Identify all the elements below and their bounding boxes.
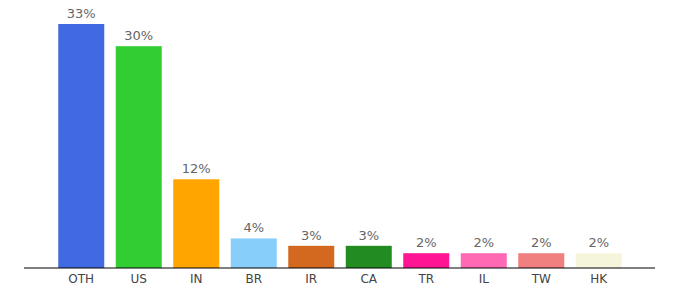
data-label: 2% [416,235,437,250]
bar [518,253,564,268]
data-label: 12% [182,161,211,176]
x-tick-label: IL [479,272,490,286]
x-tick-label: BR [245,272,262,286]
data-label: 2% [588,235,609,250]
bar [116,46,162,268]
bar [576,253,622,268]
data-label: 3% [301,228,322,243]
bar [288,246,334,268]
data-label: 4% [243,220,264,235]
x-tick-label: HK [590,272,608,286]
x-tick-label: TW [531,272,551,286]
data-label: 2% [531,235,552,250]
x-tick-label: IR [305,272,317,286]
bar [346,246,392,268]
bar [461,253,507,268]
bar [403,253,449,268]
x-tick-label: US [131,272,147,286]
data-label: 30% [124,28,153,43]
bar [231,238,277,268]
x-tick-label: CA [360,272,377,286]
x-axis-line [24,268,655,269]
bars [58,24,622,268]
data-label: 3% [358,228,379,243]
data-label: 2% [473,235,494,250]
chart-container: 33% 30% 12% 4% 3% 3% 2% 2% 2% 2% OTH US IN BR IR CA TR IL… [0,0,680,300]
x-tick-label: OTH [68,272,94,286]
bar [173,179,219,268]
x-tick-label: IN [190,272,203,286]
chart-svg: 33% 30% 12% 4% 3% 3% 2% 2% 2% 2% OTH US IN BR IR CA TR IL… [0,0,680,300]
x-tick-label: TR [417,272,434,286]
bar [58,24,104,268]
data-label: 33% [67,6,96,21]
